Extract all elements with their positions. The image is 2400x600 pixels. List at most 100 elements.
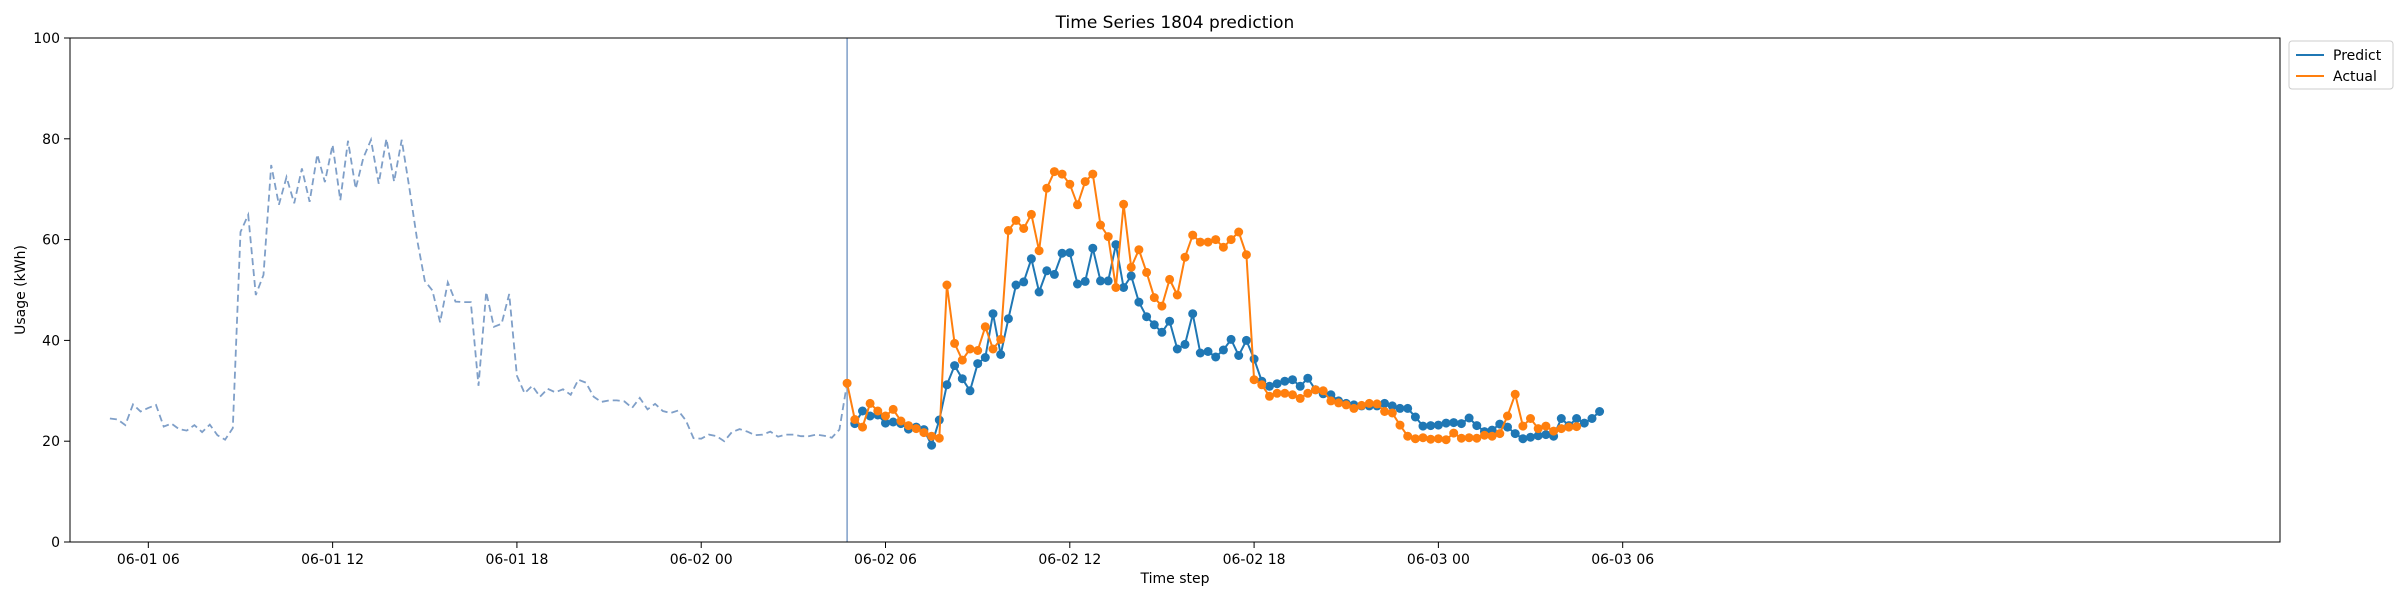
predict-point — [1234, 351, 1244, 360]
actual-point — [1195, 237, 1205, 247]
axes-frame — [69, 37, 2281, 543]
actual-point — [1142, 267, 1152, 277]
actual-point — [1042, 183, 1052, 193]
actual-point — [1503, 411, 1512, 421]
actual-point — [1372, 399, 1382, 409]
predict-point — [1572, 414, 1582, 423]
actual-point — [1303, 388, 1313, 398]
actual-point — [1418, 433, 1428, 443]
predict-point — [1241, 335, 1251, 345]
actual-point — [1572, 422, 1582, 432]
predict-point — [1026, 254, 1036, 264]
predict-point — [1595, 407, 1605, 416]
series-layer — [109, 38, 1605, 542]
predict-point — [1395, 403, 1405, 413]
actual-point — [996, 334, 1006, 344]
actual-point — [1395, 420, 1405, 430]
predict-point — [1456, 419, 1466, 429]
predict-point — [1119, 283, 1129, 292]
predict-point — [1188, 309, 1198, 319]
x-tick-label: 06-01 12 — [301, 552, 364, 568]
x-tick-label: 06-01 06 — [117, 552, 180, 568]
actual-point — [1003, 226, 1013, 235]
predict-point — [1065, 248, 1075, 258]
actual-point — [1564, 422, 1574, 432]
actual-point — [942, 280, 952, 290]
predict-point — [1288, 375, 1297, 385]
actual-point — [1549, 426, 1559, 436]
actual-point — [1295, 393, 1305, 403]
predict-point — [1303, 373, 1313, 383]
actual-point — [1364, 398, 1374, 408]
predict-point — [1541, 430, 1551, 440]
predict-point — [1073, 279, 1082, 289]
actual-point — [934, 433, 944, 443]
actual-point — [1203, 237, 1213, 247]
predict-point — [1226, 334, 1236, 344]
actual-point — [1326, 396, 1336, 406]
actual-point — [1057, 169, 1067, 179]
predict-point — [1057, 248, 1067, 258]
actual-point — [1410, 434, 1420, 444]
predict-point — [1518, 434, 1528, 444]
y-tick-label: 0 — [51, 535, 60, 551]
actual-point — [1265, 391, 1274, 401]
predict-point — [1265, 381, 1274, 391]
actual-point — [1510, 389, 1520, 399]
actual-point — [1288, 390, 1297, 400]
legend-actual-label: Actual — [2333, 69, 2377, 85]
predict-point — [1433, 420, 1443, 430]
actual-point — [988, 344, 998, 354]
actual-point — [911, 424, 921, 434]
actual-point — [1188, 230, 1198, 240]
actual-point — [865, 398, 875, 408]
y-tick-label: 80 — [42, 132, 60, 148]
predict-point — [1418, 421, 1428, 431]
actual-point — [1249, 375, 1259, 385]
actual-point — [896, 416, 906, 426]
y-tick-label: 100 — [33, 31, 60, 47]
actual-point — [1257, 380, 1267, 390]
actual-point — [1357, 400, 1367, 410]
actual-point — [1541, 421, 1551, 431]
actual-point — [927, 431, 937, 441]
actual-point — [858, 422, 867, 432]
actual-point — [980, 322, 990, 332]
actual-point — [1318, 386, 1328, 396]
legend-predict-label: Predict — [2333, 48, 2382, 64]
actual-point — [1480, 430, 1489, 440]
predict-point — [1218, 345, 1228, 355]
y-axis: 0 20 40 60 80 100 — [33, 31, 70, 551]
predict-point — [1080, 276, 1090, 286]
actual-point — [919, 428, 929, 438]
predict-point — [881, 418, 890, 428]
predict-point — [988, 309, 998, 319]
predict-point — [1387, 401, 1397, 411]
actual-point — [1226, 235, 1236, 245]
actual-point — [965, 344, 975, 354]
actual-point — [1380, 407, 1390, 416]
predict-point — [996, 350, 1006, 359]
x-tick-label: 06-02 18 — [1223, 552, 1286, 568]
actual-point — [1157, 301, 1167, 311]
actual-point — [904, 421, 913, 431]
actual-point — [1456, 433, 1466, 443]
actual-point — [1495, 429, 1505, 439]
actual-point — [1096, 220, 1105, 230]
history-line — [109, 136, 848, 443]
actual-point — [888, 404, 898, 414]
actual-point — [957, 355, 967, 365]
actual-point — [1234, 227, 1244, 237]
actual-point — [1049, 167, 1059, 177]
actual-point — [1533, 424, 1543, 434]
actual-point — [1019, 224, 1029, 233]
actual-point — [1088, 169, 1098, 179]
plot-area — [69, 37, 2281, 543]
predict-point — [1103, 276, 1113, 286]
actual-point — [1172, 290, 1182, 300]
actual-point — [1426, 434, 1436, 444]
predict-point — [1096, 276, 1105, 286]
predict-point — [1003, 314, 1013, 324]
actual-point — [1472, 433, 1482, 443]
predict-point — [965, 386, 975, 396]
